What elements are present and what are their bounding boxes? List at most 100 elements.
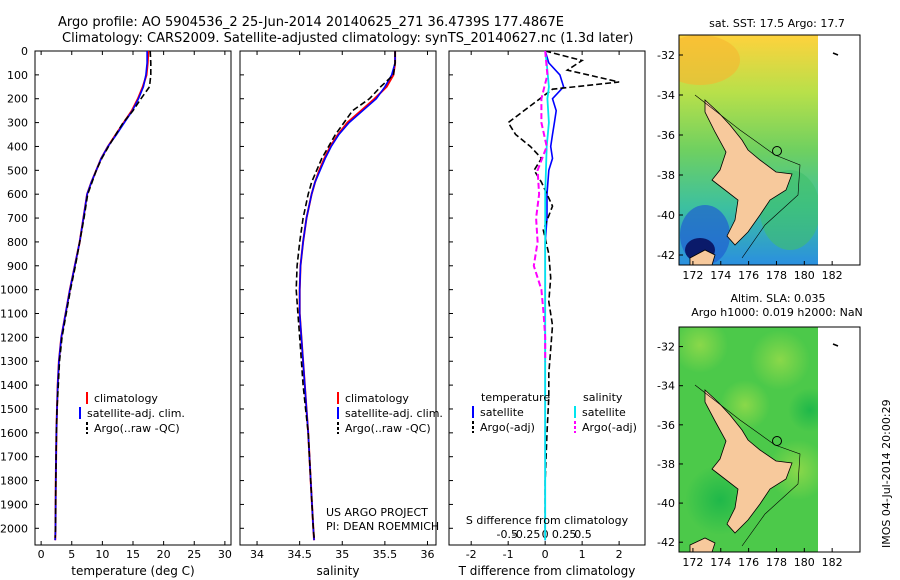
map-x-tick-label: 174 — [710, 269, 731, 282]
map-y-tick-label: -34 — [657, 380, 675, 393]
legend-label-t-argo: Argo(-adj) — [480, 421, 535, 434]
sla-high-4 — [768, 440, 818, 500]
sst-south-island — [689, 249, 716, 265]
depth-tick-label: 1100 — [0, 308, 28, 321]
sst-islands — [832, 52, 839, 56]
depth-tick-label: 700 — [7, 212, 28, 225]
salinity-xlabel: salinity — [316, 564, 359, 578]
x-tick-label: -2 — [466, 548, 477, 561]
map-y-tick-label: -36 — [657, 129, 675, 142]
legend-header-salinity: salinity — [583, 391, 623, 404]
map-y-tick-label: -32 — [657, 341, 675, 354]
x-tick-label: 0 — [38, 548, 45, 561]
legend-label-t-satellite: satellite — [480, 406, 524, 419]
difference-chart: -2 -1 0 1 2-0.5-0.25 0 0.250.5 — [466, 50, 623, 561]
map-y-tick-label: -42 — [657, 249, 675, 262]
sla-map-title: Altim. SLA: 0.035 — [730, 292, 825, 305]
legend-label-climatology: climatology — [94, 392, 158, 405]
series-line-t-argo — [507, 50, 620, 529]
map-y-tick-label: -38 — [657, 458, 675, 471]
depth-tick-label: 2000 — [0, 522, 28, 535]
legend-label-satellite: satellite-adj. clim. — [87, 407, 185, 420]
s-tick-label: 0.25 — [552, 528, 577, 541]
salinity-chart: 34 34.5 35 35.5 36 — [250, 51, 434, 561]
map-x-tick-label: 176 — [738, 556, 759, 569]
depth-tick-label: 600 — [7, 188, 28, 201]
map-x-tick-label: 182 — [822, 556, 843, 569]
map-x-tick-label: 172 — [682, 556, 703, 569]
sla-land-new-zealand — [704, 389, 793, 534]
sla-argo-marker — [772, 436, 782, 446]
map-x-tick-label: 182 — [822, 269, 843, 282]
x-tick-label: 25 — [187, 548, 201, 561]
map-x-tick-label: 178 — [766, 556, 787, 569]
depth-tick-label: 1400 — [0, 379, 28, 392]
series-line-satellite — [298, 51, 396, 541]
depth-tick-label: 500 — [7, 164, 28, 177]
legend-label-argo: Argo(..raw -QC) — [94, 422, 180, 435]
legend-label-argo: Argo(..raw -QC) — [345, 422, 431, 435]
map-x-tick-label: 180 — [794, 556, 815, 569]
x-tick-label: 0 — [542, 548, 549, 561]
depth-tick-label: 800 — [7, 236, 28, 249]
x-tick-label: 10 — [95, 548, 109, 561]
sst-warm-patch — [679, 35, 740, 85]
s-tick-label: -0.25 — [512, 528, 540, 541]
sla-map-ticks: 172 174 176 178 180 182 -32 -34 -36 -38 -40 -42 — [657, 341, 843, 569]
depth-tick-label: 1000 — [0, 284, 28, 297]
depth-tick-label: 1200 — [0, 331, 28, 344]
x-tick-label: 15 — [126, 548, 140, 561]
sla-islands — [832, 343, 839, 347]
sst-map-ticks: 172 174 176 178 180 182 -32 -34 -36 -38 -40 -42 — [657, 49, 843, 282]
x-tick-label: 35.5 — [373, 548, 398, 561]
s-tick-label: 0.5 — [574, 528, 592, 541]
x-tick-label: 30 — [218, 548, 232, 561]
depth-tick-label: 1600 — [0, 427, 28, 440]
sla-low-2 — [788, 388, 818, 432]
sla-map-frame — [678, 326, 861, 553]
sla-map — [679, 327, 818, 552]
sla-high-1 — [679, 327, 728, 373]
legend-label-s-argo: Argo(-adj) — [582, 421, 637, 434]
temperature-xlabel: temperature (deg C) — [71, 564, 194, 578]
map-y-tick-label: -42 — [657, 536, 675, 549]
pi-annotation: PI: DEAN ROEMMICH — [326, 520, 439, 533]
depth-axis-ticks: 0 100 200 300 400 500 600 700 800 900 1000 1100 1200… — [0, 45, 453, 535]
sla-contour — [694, 384, 801, 547]
map-x-tick-label: 172 — [682, 269, 703, 282]
difference-legend: temperature salinity satellite Argo(-adj… — [472, 391, 637, 434]
depth-tick-label: 300 — [7, 117, 28, 130]
map-y-tick-label: -40 — [657, 497, 675, 510]
depth-tick-label: 0 — [21, 45, 28, 58]
salinity-legend: climatology satellite-adj. clim. Argo(..… — [337, 392, 443, 435]
x-tick-label: 2 — [616, 548, 623, 561]
map-y-tick-label: -32 — [657, 49, 675, 62]
x-tick-label: -1 — [503, 548, 514, 561]
imos-timestamp: IMOS 04-Jul-2014 20:00:29 — [880, 399, 893, 548]
difference-xlabel: T difference from climatology — [458, 564, 636, 578]
temperature-panel-frame — [34, 50, 232, 546]
project-annotation: US ARGO PROJECT — [326, 506, 428, 519]
temperature-legend: climatology satellite-adj. clim. Argo(..… — [79, 392, 185, 435]
depth-tick-label: 100 — [7, 69, 28, 82]
map-y-tick-label: -34 — [657, 89, 675, 102]
sst-land-new-zealand — [704, 99, 793, 246]
x-tick-label: 1 — [579, 548, 586, 561]
sla-high-2 — [750, 330, 810, 390]
sst-blank-east — [818, 35, 860, 265]
map-y-tick-label: -36 — [657, 419, 675, 432]
legend-header-temperature: temperature — [481, 391, 550, 404]
difference-panel-frame — [448, 50, 646, 546]
sla-south-island — [689, 537, 716, 552]
sst-argo-marker — [772, 146, 782, 156]
sla-blank-east — [818, 327, 860, 552]
title-line-2: Climatology: CARS2009. Satellite-adjuste… — [62, 31, 634, 46]
sst-contour — [694, 94, 801, 259]
salinity-panel-frame — [239, 50, 437, 546]
x-tick-label: 34 — [250, 548, 264, 561]
s-tick-label: -0.5 — [497, 528, 518, 541]
series-line-s-satellite — [544, 50, 550, 541]
legend-label-climatology: climatology — [345, 392, 409, 405]
depth-tick-label: 1300 — [0, 355, 28, 368]
